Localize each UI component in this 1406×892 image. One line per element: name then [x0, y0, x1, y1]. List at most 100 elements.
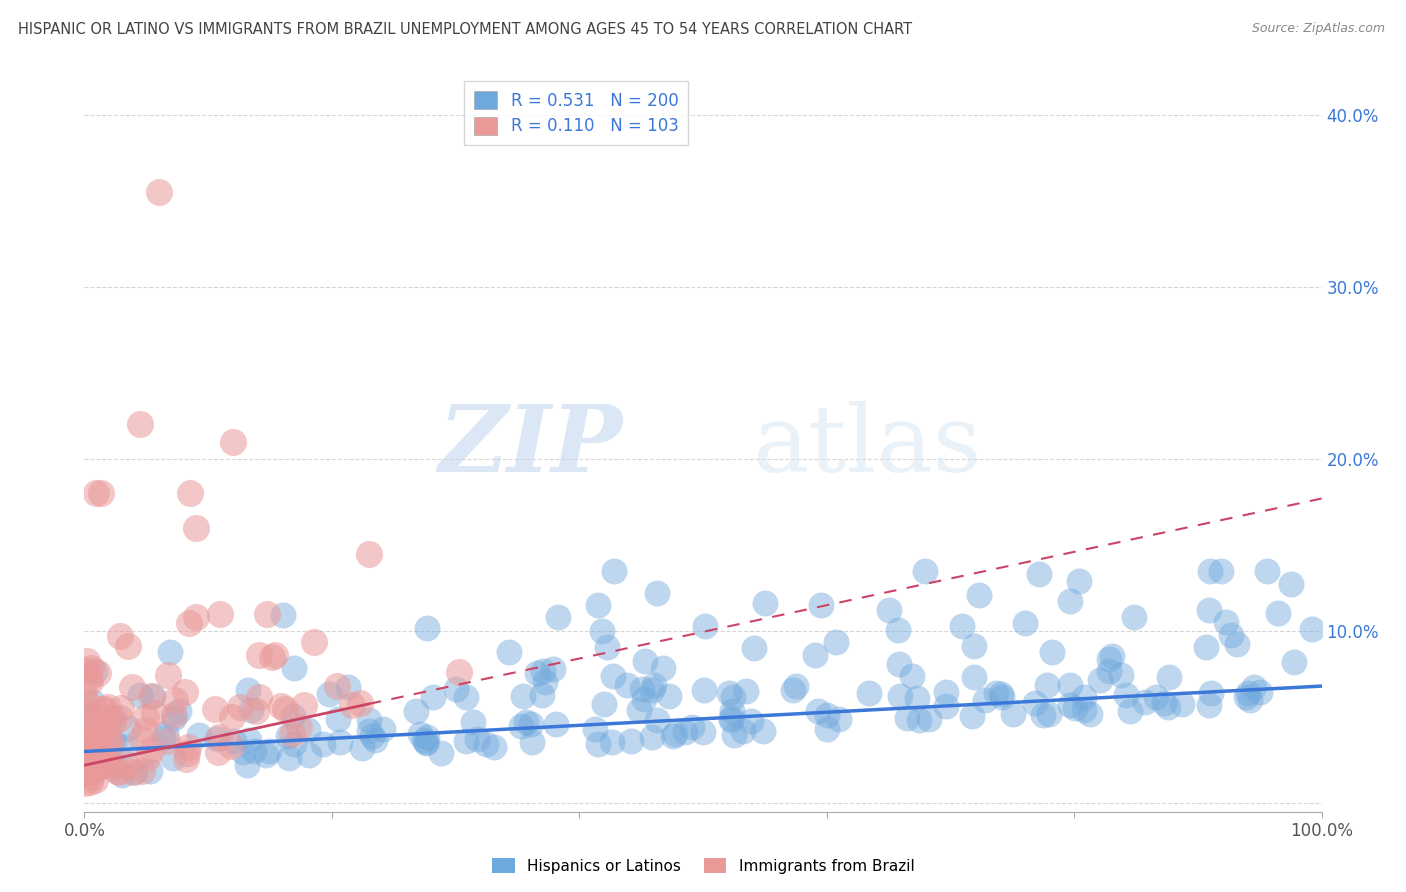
Point [1225, 637, 1247, 651]
Point [359, 714, 381, 728]
Point [804, 648, 827, 662]
Point [75, 754, 97, 768]
Point [93, 754, 115, 768]
Point [76, 654, 98, 668]
Point [405, 704, 427, 718]
Point [84, 772, 107, 787]
Point [117, 639, 139, 653]
Point [752, 723, 775, 738]
Point [98, 740, 121, 755]
Point [1195, 640, 1218, 654]
Point [87, 665, 110, 680]
Point [733, 724, 755, 739]
Point [1119, 705, 1142, 719]
Point [235, 757, 257, 772]
Text: ZIP: ZIP [439, 401, 623, 491]
Point [103, 715, 125, 730]
Point [156, 734, 179, 748]
Point [815, 708, 838, 723]
Point [720, 711, 742, 725]
Point [79, 722, 101, 736]
Point [90, 702, 112, 716]
Point [887, 624, 910, 638]
Point [785, 679, 807, 693]
Point [221, 709, 243, 723]
Point [222, 734, 245, 748]
Point [340, 698, 363, 712]
Point [277, 729, 299, 743]
Point [247, 690, 270, 704]
Point [541, 662, 564, 676]
Point [827, 712, 849, 726]
Point [901, 669, 924, 683]
Text: Source: ZipAtlas.com: Source: ZipAtlas.com [1251, 22, 1385, 36]
Point [1001, 707, 1024, 722]
Point [77, 672, 100, 686]
Point [273, 702, 295, 716]
Point [152, 731, 174, 746]
Point [740, 714, 762, 728]
Point [1157, 670, 1180, 684]
Point [97, 717, 120, 731]
Point [142, 706, 165, 721]
Point [242, 744, 264, 758]
Point [422, 690, 444, 705]
Point [647, 713, 669, 727]
Point [77, 697, 100, 711]
Point [593, 698, 616, 712]
Point [512, 690, 534, 704]
Point [79, 674, 101, 689]
Point [520, 735, 543, 749]
Point [167, 705, 190, 719]
Point [465, 731, 488, 746]
Point [1073, 690, 1095, 704]
Point [889, 689, 911, 703]
Point [717, 686, 740, 700]
Point [1219, 627, 1241, 641]
Text: atlas: atlas [752, 401, 981, 491]
Point [93, 702, 115, 716]
Point [675, 725, 697, 739]
Point [1279, 577, 1302, 591]
Point [889, 657, 911, 672]
Point [89, 746, 111, 760]
Point [117, 722, 139, 736]
Point [105, 764, 128, 778]
Point [1144, 690, 1167, 705]
Point [1059, 678, 1081, 692]
Point [721, 705, 744, 719]
Point [974, 692, 997, 706]
Point [260, 649, 283, 664]
Point [232, 745, 254, 759]
Point [329, 735, 352, 749]
Point [918, 712, 941, 726]
Point [75, 756, 97, 771]
Point [1073, 703, 1095, 717]
Point [134, 723, 156, 737]
Point [281, 727, 304, 741]
Point [1038, 707, 1060, 722]
Point [526, 666, 548, 681]
Point [292, 698, 315, 712]
Point [1243, 680, 1265, 694]
Point [969, 589, 991, 603]
Point [297, 723, 319, 737]
Point [87, 739, 110, 753]
Point [695, 618, 717, 632]
Point [1157, 700, 1180, 714]
Point [990, 687, 1012, 701]
Point [1059, 593, 1081, 607]
Point [815, 722, 838, 736]
Point [110, 711, 132, 725]
Point [692, 724, 714, 739]
Point [782, 683, 804, 698]
Point [207, 745, 229, 759]
Point [77, 731, 100, 745]
Point [229, 699, 252, 714]
Point [586, 737, 609, 751]
Point [79, 775, 101, 789]
Point [596, 640, 619, 655]
Point [810, 598, 832, 612]
Point [87, 717, 110, 731]
Point [960, 709, 983, 723]
